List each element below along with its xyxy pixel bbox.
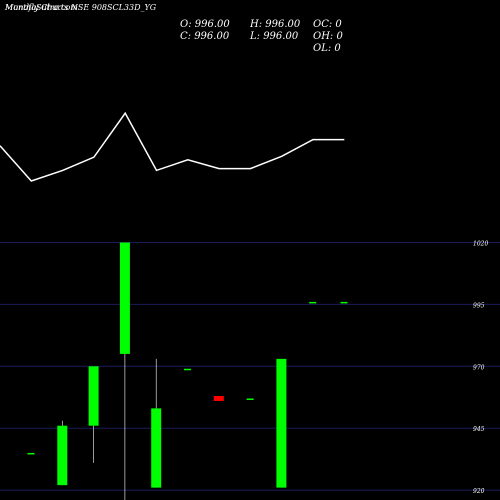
overview-line-chart	[0, 111, 345, 182]
site-watermark-title: MunafaSutra.com	[5, 3, 78, 12]
candle-body	[88, 366, 99, 426]
ohlc-high: H: 996.00	[250, 19, 301, 30]
y-tick-label: 970	[473, 364, 485, 371]
candle-body	[213, 396, 224, 401]
ohlc-close: C: 996.00	[180, 31, 230, 42]
y-tick-label: 920	[473, 488, 485, 495]
candle-body	[246, 398, 254, 400]
symbol-title: Monthly Charts NSE 908SCL33D_YG	[5, 3, 157, 12]
ohlc-open: O: 996.00	[180, 19, 230, 30]
candle-body	[276, 358, 287, 488]
ohlc-ol: OL: 0	[313, 43, 341, 54]
candle-body	[340, 301, 348, 304]
ohlc-oh: OH: 0	[313, 31, 343, 42]
candle-body	[119, 242, 130, 354]
ohlc-low: L: 996.00	[250, 31, 299, 42]
candle-body	[309, 301, 317, 304]
y-tick-label: 1020	[473, 240, 488, 247]
series-line	[0, 111, 345, 182]
ohlc-oc: OC: 0	[313, 19, 342, 30]
candle-body	[57, 425, 68, 486]
y-tick-label: 995	[473, 302, 485, 309]
candle-body	[184, 368, 191, 371]
candle-body	[151, 408, 162, 488]
candle-body	[27, 452, 35, 455]
y-tick-label: 945	[473, 426, 485, 433]
